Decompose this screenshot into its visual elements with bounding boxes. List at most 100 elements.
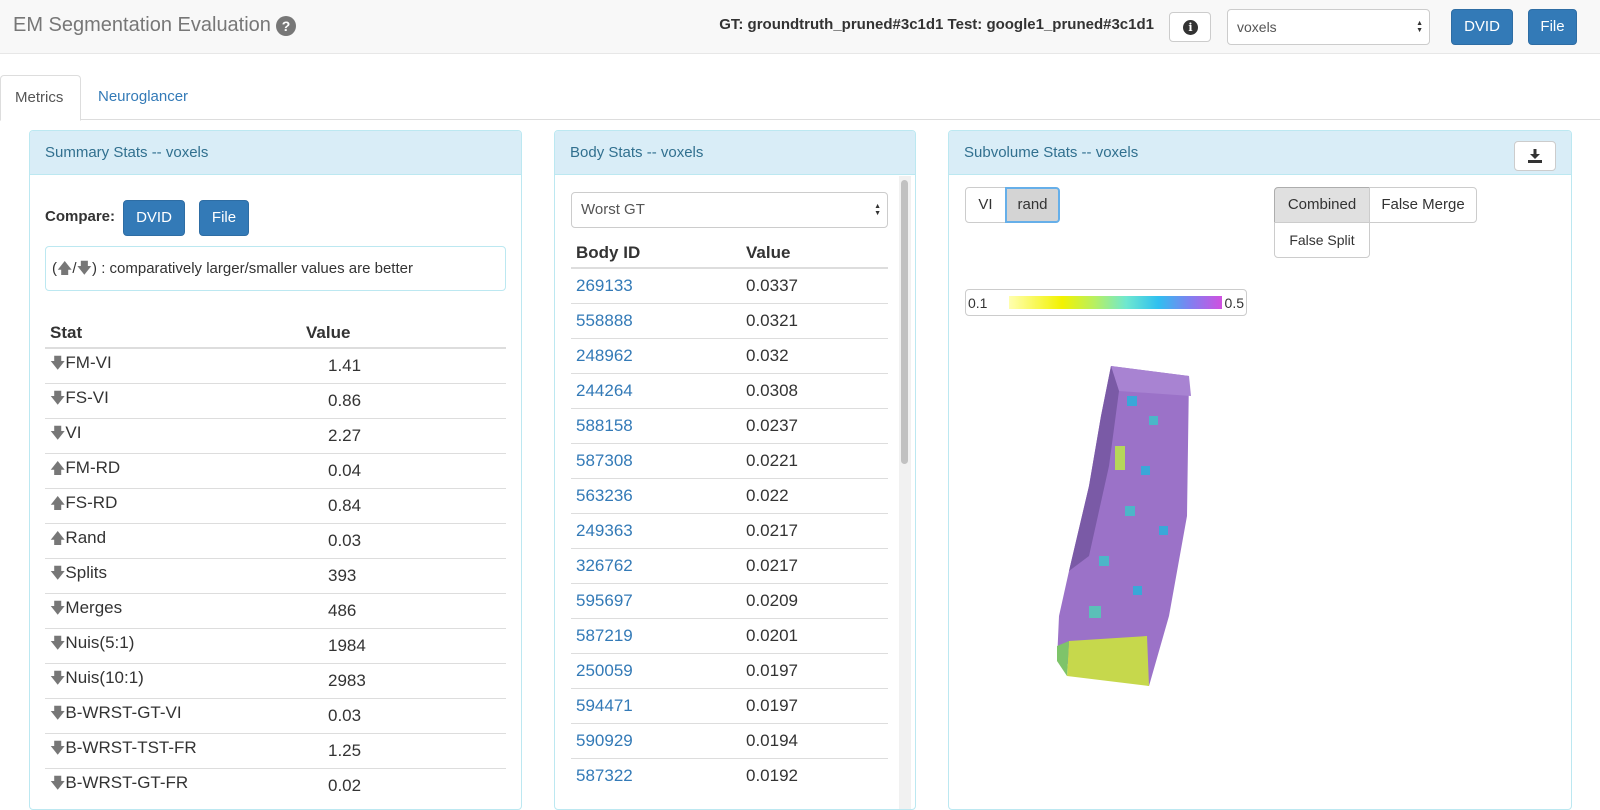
body-table-row[interactable]: 248962 0.032	[571, 337, 888, 373]
body-id-link[interactable]: 594471	[576, 695, 633, 715]
info-icon: i	[1183, 20, 1198, 35]
stat-name-cell: 🡇VI	[45, 417, 301, 453]
body-id-link[interactable]: 588158	[576, 415, 633, 435]
body-table-row[interactable]: 326762 0.0217	[571, 547, 888, 583]
false-split-button[interactable]: False Split	[1274, 222, 1370, 258]
vi-toggle-button[interactable]: VI	[965, 187, 1006, 223]
stat-name-cell: 🡇B-WRST-TST-FR	[45, 732, 301, 768]
header-dvid-button[interactable]: DVID	[1451, 9, 1513, 45]
header-file-button[interactable]: File	[1528, 9, 1577, 45]
info-button[interactable]: i	[1169, 12, 1211, 42]
stat-name-cell: 🡇Nuis(5:1)	[45, 627, 301, 663]
body-id-link[interactable]: 595697	[576, 590, 633, 610]
body-id-link[interactable]: 250059	[576, 660, 633, 680]
voxel-patch	[1115, 446, 1125, 470]
body-id-link[interactable]: 587322	[576, 765, 633, 785]
help-icon[interactable]: ?	[276, 16, 296, 36]
stat-value: 1.25	[301, 732, 506, 768]
body-id-cell: 244264	[571, 372, 741, 408]
body-table-row[interactable]: 249363 0.0217	[571, 512, 888, 548]
body-id-link[interactable]: 248962	[576, 345, 633, 365]
body-id-cell: 563236	[571, 477, 741, 513]
body-id-cell: 594471	[571, 687, 741, 723]
summary-stats-panel: Summary Stats -- voxels Compare: DVID Fi…	[29, 130, 522, 810]
arrow-down-icon: 🡇	[76, 260, 93, 277]
combined-button[interactable]: Combined	[1274, 187, 1370, 223]
arrow-down-icon: 🡇	[50, 705, 66, 722]
body-id-link[interactable]: 587308	[576, 450, 633, 470]
body-value: 0.0217	[741, 547, 888, 583]
stat-value: 393	[301, 557, 506, 593]
body-value: 0.0194	[741, 722, 888, 758]
summary-table-row: 🡇Nuis(10:1) 2983	[45, 662, 506, 698]
body-id-link[interactable]: 249363	[576, 520, 633, 540]
metric-select[interactable]: voxels ▲ ▼	[1227, 9, 1430, 45]
stat-value: 1.41	[301, 347, 506, 383]
stat-value: 1984	[301, 627, 506, 663]
body-value: 0.0192	[741, 757, 888, 793]
body-table-row[interactable]: 269133 0.0337	[571, 267, 888, 303]
stat-value: 0.04	[301, 452, 506, 488]
body-table-row[interactable]: 244264 0.0308	[571, 372, 888, 408]
false-merge-button[interactable]: False Merge	[1369, 187, 1477, 223]
voxel-patch	[1089, 606, 1101, 618]
body-table-row[interactable]: 588158 0.0237	[571, 407, 888, 443]
body-id-link[interactable]: 558888	[576, 310, 633, 330]
body-table-row[interactable]: 558888 0.0321	[571, 302, 888, 338]
body-value: 0.032	[741, 337, 888, 373]
body-id-link[interactable]: 244264	[576, 380, 633, 400]
arrow-down-icon: 🡇	[50, 775, 66, 793]
tab-metrics[interactable]: Metrics	[0, 75, 81, 121]
body-value: 0.0308	[741, 372, 888, 408]
body-sort-select[interactable]: Worst GT ▲ ▼	[571, 192, 888, 228]
body-id-cell: 588158	[571, 407, 741, 443]
scrollbar-thumb[interactable]	[901, 180, 908, 464]
voxel-column-top	[1111, 366, 1191, 396]
body-table-row[interactable]: 250059 0.0197	[571, 652, 888, 688]
body-id-link[interactable]: 590929	[576, 730, 633, 750]
summary-table-row: 🡇B-WRST-TST-FR 1.25	[45, 732, 506, 768]
select-arrows-icon: ▲ ▼	[1416, 20, 1423, 34]
body-id-link[interactable]: 269133	[576, 275, 633, 295]
subvolume-stats-panel: Subvolume Stats -- voxels VI rand Combin…	[948, 130, 1572, 810]
arrow-up-icon: 🡅	[50, 530, 66, 547]
body-id-link[interactable]: 563236	[576, 485, 633, 505]
body-id-link[interactable]: 326762	[576, 555, 633, 575]
legend-text: : comparatively larger/smaller values ar…	[101, 260, 413, 277]
body-sort-value: Worst GT	[581, 201, 645, 218]
voxel-patch	[1125, 506, 1135, 516]
compare-dvid-button[interactable]: DVID	[123, 200, 185, 236]
stat-name: Nuis(10:1)	[65, 668, 144, 687]
summary-table-row: 🡇Splits 393	[45, 557, 506, 593]
body-table-row[interactable]: 595697 0.0209	[571, 582, 888, 618]
subvolume-3d-view[interactable]	[1029, 356, 1229, 696]
stat-value: 0.03	[301, 522, 506, 558]
body-table-row[interactable]: 587308 0.0221	[571, 442, 888, 478]
rand-toggle-button[interactable]: rand	[1005, 187, 1060, 223]
app-title[interactable]: EM Segmentation Evaluation	[13, 14, 271, 36]
download-button[interactable]	[1514, 141, 1556, 171]
body-stats-table: Body ID Value 269133 0.0337 558888 0.0321 24…	[571, 231, 888, 793]
body-table-row[interactable]: 587219 0.0201	[571, 617, 888, 653]
voxel-base-patch	[1067, 636, 1149, 686]
stat-value: 0.03	[301, 697, 506, 733]
column-header-value: Value	[301, 311, 506, 349]
stat-name-cell: 🡅FS-RD	[45, 487, 301, 523]
body-id-cell: 587308	[571, 442, 741, 478]
stat-name-cell: 🡅FM-RD	[45, 452, 301, 488]
stat-name: FS-VI	[65, 388, 109, 407]
body-id-cell: 595697	[571, 582, 741, 618]
stat-name-cell: 🡇Splits	[45, 557, 301, 593]
body-id-cell: 558888	[571, 302, 741, 338]
body-value: 0.0217	[741, 512, 888, 548]
body-id-link[interactable]: 587219	[576, 625, 633, 645]
body-table-row[interactable]: 594471 0.0197	[571, 687, 888, 723]
body-stats-scrollbar[interactable]	[899, 176, 911, 809]
body-table-row[interactable]: 590929 0.0194	[571, 722, 888, 758]
compare-file-button[interactable]: File	[199, 200, 249, 236]
body-table-row[interactable]: 587322 0.0192	[571, 757, 888, 793]
tab-neuroglancer[interactable]: Neuroglancer	[98, 88, 189, 105]
body-table-row[interactable]: 563236 0.022	[571, 477, 888, 513]
summary-table-row: 🡇FM-VI 1.41	[45, 347, 506, 383]
stat-name: FM-RD	[65, 458, 121, 477]
